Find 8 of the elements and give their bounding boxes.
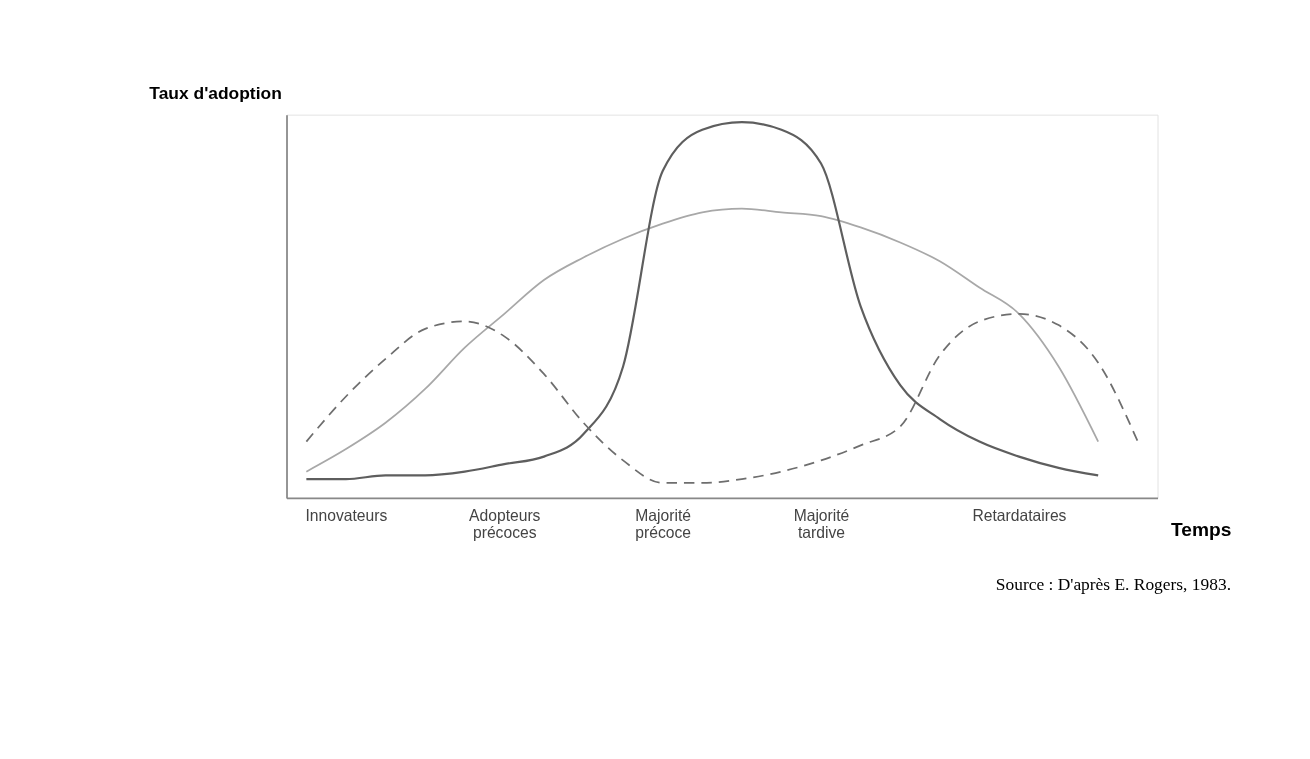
x-axis-title: Temps bbox=[1171, 518, 1232, 540]
x-tick-label: Majorité tardive bbox=[793, 507, 850, 542]
y-axis-title: Taux d'adoption bbox=[149, 83, 282, 104]
x-tick-label: Innovateurs bbox=[305, 507, 388, 525]
x-tick-label: Retardataires bbox=[972, 507, 1067, 525]
x-tick-label: Adopteurs précoces bbox=[469, 507, 541, 542]
source-note: Source : D'après E. Rogers, 1983. bbox=[995, 574, 1231, 595]
x-tick-label: Majorité précoce bbox=[635, 507, 692, 542]
